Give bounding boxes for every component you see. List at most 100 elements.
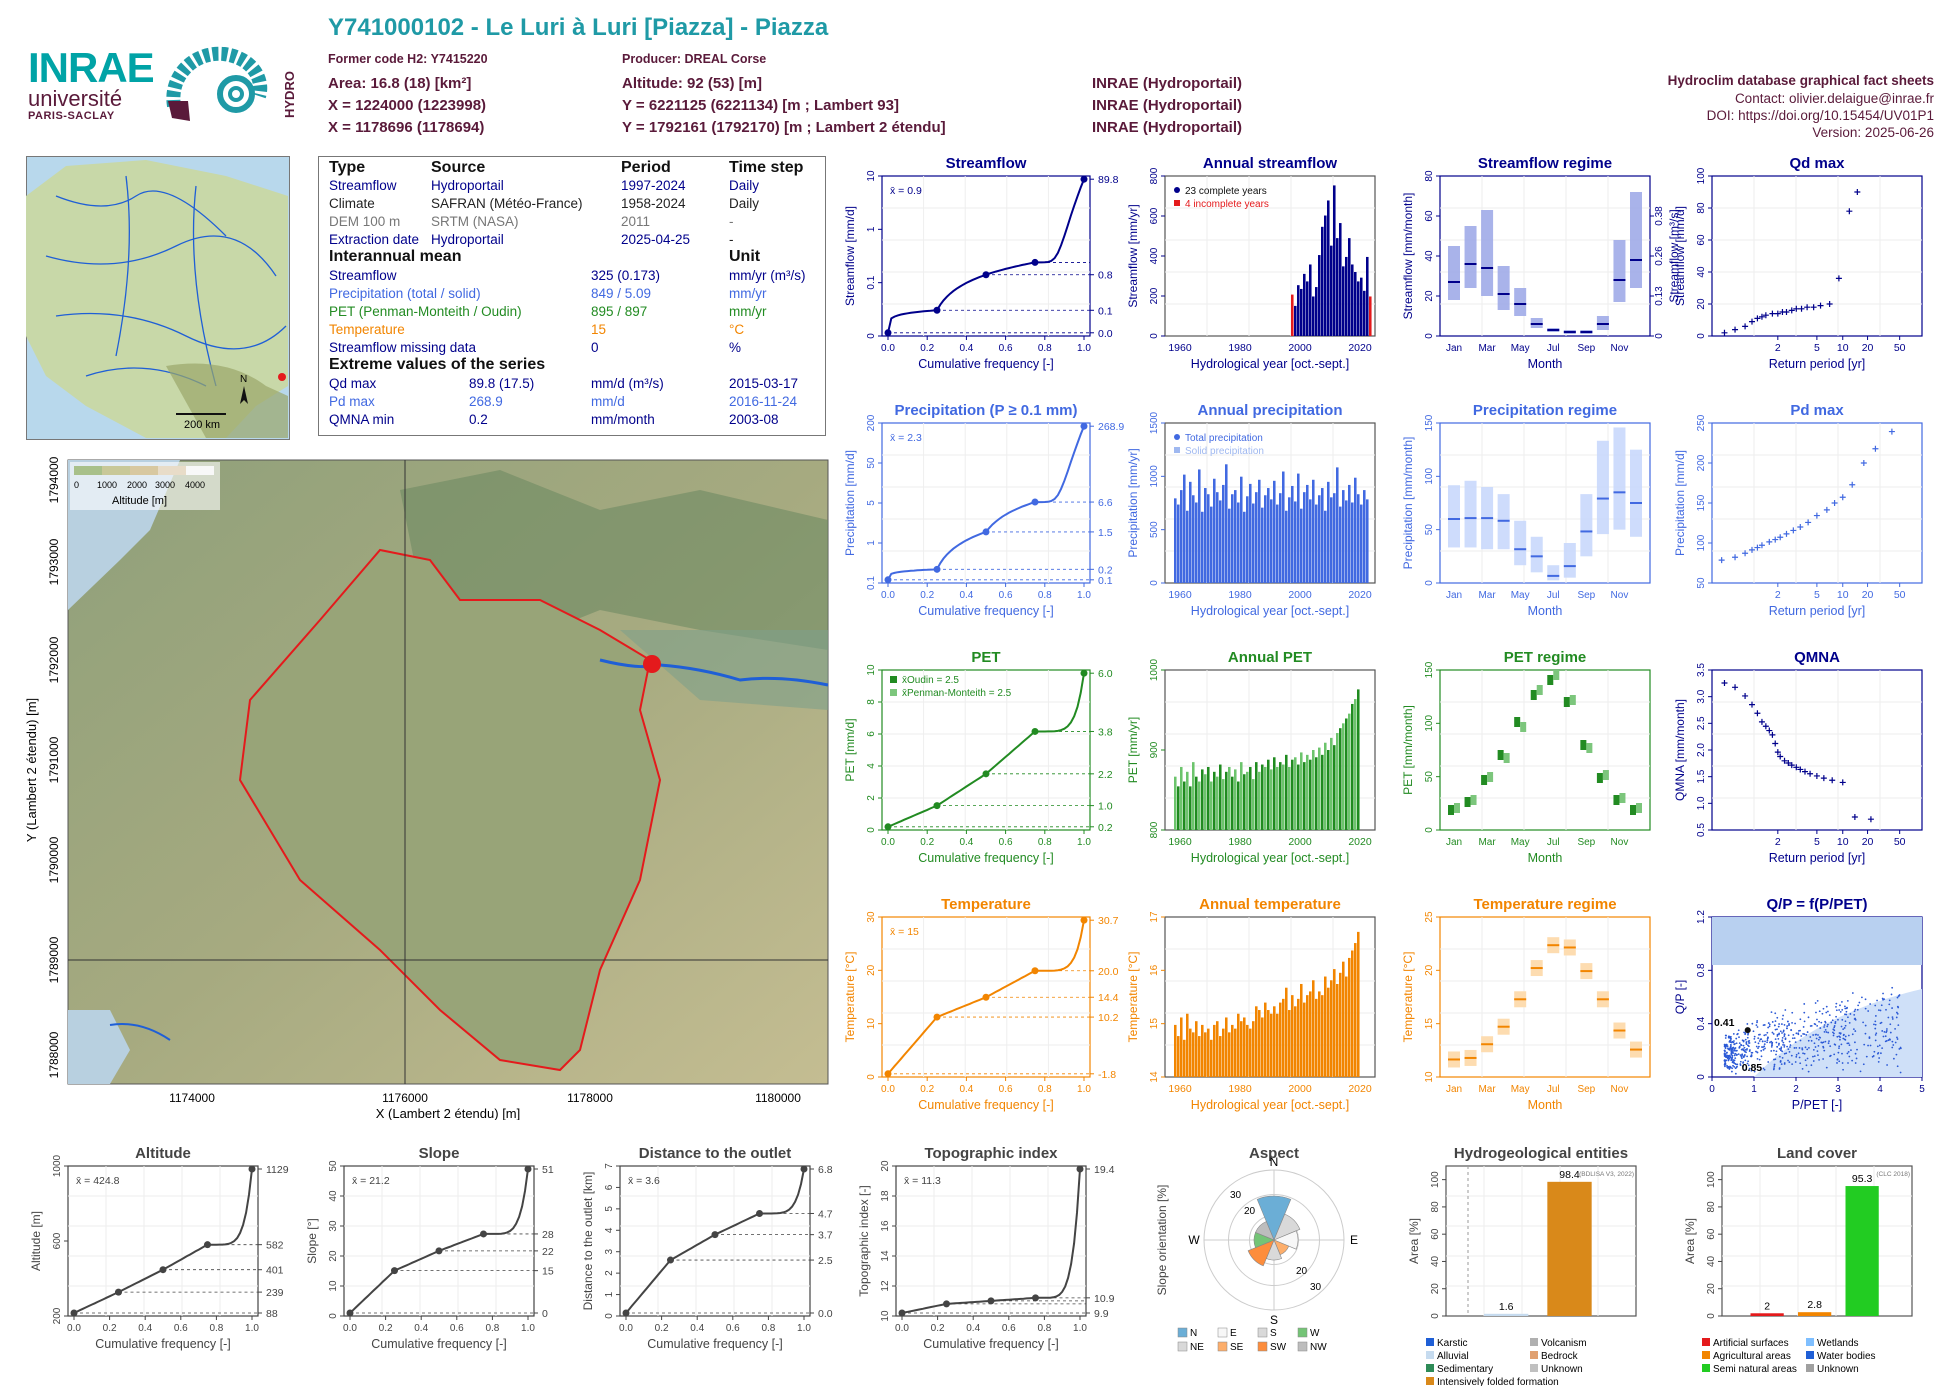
contact[interactable]: Contact: olivier.delaigue@inrae.fr (1734, 91, 1934, 106)
mean-unit: % (729, 340, 742, 355)
x-axis-label: Cumulative frequency [-] (918, 851, 1053, 865)
bar (1264, 1002, 1267, 1077)
chart-title: Annual PET (1228, 649, 1312, 666)
y-tick-label: 250 (1696, 414, 1707, 431)
pm-mark (1487, 772, 1494, 782)
data-point (1803, 1003, 1806, 1005)
data-point (1758, 542, 1765, 549)
y-tick-label: 0 (1424, 580, 1435, 586)
bar (1240, 1021, 1243, 1077)
data-point (1790, 1054, 1793, 1057)
x-tick-label: 0.2 (379, 1323, 393, 1334)
y-tick-label: 1 (604, 1291, 615, 1297)
legend-label: N (1190, 1328, 1197, 1339)
data-point (1815, 1011, 1817, 1014)
data-point (1755, 1050, 1757, 1053)
data-point (1774, 310, 1781, 317)
bar (1366, 256, 1369, 336)
bar (1336, 238, 1339, 336)
data-point (1726, 1064, 1728, 1067)
data-point (1730, 1045, 1732, 1047)
x-tick-label: 1980 (1228, 836, 1252, 848)
data-point (1776, 1045, 1779, 1048)
data-point (1771, 1042, 1773, 1045)
data-point (1771, 1021, 1774, 1023)
data-point (1794, 1041, 1797, 1044)
mean-point (1744, 1027, 1751, 1034)
data-point (1742, 1048, 1744, 1050)
data-point (1886, 1064, 1888, 1066)
x-tick-label: 2000 (1288, 836, 1312, 848)
y-tick-label: 8 (866, 699, 877, 705)
y-axis-label: Slope orientation [%] (1155, 1185, 1169, 1296)
right-tick-label: 3.7 (818, 1230, 833, 1242)
data-point (1854, 1052, 1857, 1055)
legend-label: Total precipitation (1185, 433, 1263, 444)
data-point (1833, 1025, 1836, 1027)
doi-link[interactable]: DOI: https://doi.org/10.15454/UV01P1 (1706, 108, 1934, 123)
data-point (1810, 1039, 1813, 1042)
bar (1198, 781, 1201, 830)
bar (1297, 998, 1300, 1077)
oudin-mark (1448, 805, 1454, 815)
bar (1321, 226, 1324, 336)
data-point (1731, 1070, 1733, 1073)
bar (1291, 485, 1294, 583)
data-point (1833, 1026, 1836, 1029)
data-point (1867, 816, 1874, 823)
right-tick-label: 0.13 (1654, 286, 1665, 306)
chart-title: Q/P = f(P/PET) (1767, 896, 1868, 913)
data-point (1854, 1008, 1857, 1011)
data-point (1793, 305, 1800, 312)
bar (1327, 987, 1330, 1077)
data-point (1897, 1024, 1900, 1027)
bar (1180, 766, 1183, 830)
data-point (1798, 305, 1805, 312)
oudin-mark (1596, 773, 1603, 783)
bar (1312, 980, 1315, 1077)
data-point (1807, 1070, 1810, 1073)
bar (1213, 478, 1216, 583)
data-point (1861, 996, 1863, 999)
bar (1363, 490, 1366, 583)
y-tick-label: 200 (866, 414, 877, 431)
bar (1201, 1024, 1204, 1077)
france-minimap: N 200 km (26, 156, 290, 440)
y-tick-label: 0 (866, 1074, 877, 1080)
data-point (1758, 1058, 1761, 1061)
data-point (1797, 766, 1804, 773)
bar (1240, 476, 1243, 583)
legend-swatch (890, 689, 897, 696)
bar (1249, 483, 1252, 583)
data-point (1737, 1053, 1740, 1055)
bar (1318, 255, 1321, 336)
data-point (1793, 1047, 1796, 1049)
data-point (1895, 1053, 1898, 1056)
data-point (1869, 1044, 1872, 1047)
data-point (1756, 1020, 1759, 1022)
x-tick-label: 0.2 (920, 837, 934, 848)
bar (1282, 998, 1285, 1077)
bar (1249, 766, 1252, 830)
data-point (1746, 1047, 1748, 1050)
bar (1366, 499, 1369, 583)
data-point (1887, 1039, 1890, 1042)
y-tick-label: 2 (866, 795, 877, 801)
data-point (1873, 1023, 1875, 1026)
oudin-mark (1547, 675, 1554, 685)
chart-title: Streamflow regime (1478, 155, 1612, 172)
data-point (1777, 1037, 1780, 1040)
chart-land_cover: Land cover (CLC 2018) 2 2.8 95.3 0 20 40 60 80 100… (1683, 1145, 1913, 1375)
pm-mark (1619, 793, 1626, 803)
bar (1198, 469, 1201, 583)
y-axis-label: Precipitation [mm/d] (1673, 450, 1687, 556)
data-point (1854, 189, 1861, 195)
data-point (1745, 1043, 1748, 1045)
data-point (1743, 1053, 1746, 1056)
oudin-mark (1497, 750, 1504, 760)
bar (1297, 285, 1300, 336)
bar (1318, 991, 1321, 1077)
bar (1183, 1039, 1186, 1077)
bar (1294, 1006, 1297, 1077)
